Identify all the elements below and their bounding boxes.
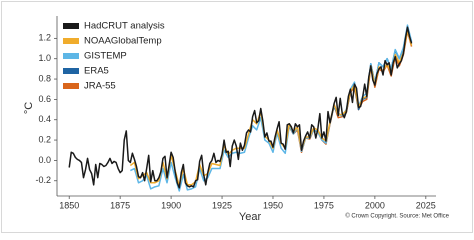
y-tick-label: 1.0 [38, 53, 51, 63]
series-line [68, 26, 413, 189]
legend-label: HadCRUT analysis [84, 21, 165, 32]
frame [1, 1, 473, 233]
y-tick-label: 0.2 [38, 134, 51, 144]
y-tick-label: 0.6 [38, 94, 51, 104]
x-axis-label: Year [239, 211, 262, 223]
legend-swatch [63, 83, 79, 89]
x-tick-label: 1900 [161, 200, 181, 210]
x-tick-label: 2000 [365, 200, 385, 210]
legend-swatch [63, 23, 79, 29]
x-tick-label: 1875 [110, 200, 130, 210]
legend-swatch [63, 38, 79, 44]
x-tick-label: 2025 [416, 200, 436, 210]
x-tick-label: 1850 [59, 200, 79, 210]
chart: °C Year © Crown Copyright. Source: Met O… [1, 1, 473, 233]
y-axis-label: °C [23, 102, 35, 114]
x-tick-label: 1925 [212, 200, 232, 210]
credit: © Crown Copyright. Source: Met Office [345, 213, 449, 220]
x-tick-label: 1950 [263, 200, 283, 210]
legend-label: NOAAGlobalTemp [84, 36, 162, 47]
x-tick-label: 1975 [314, 200, 334, 210]
y-tick-label: 1.2 [38, 33, 51, 43]
y-tick-label: -0.2 [35, 175, 51, 185]
legend-label: ERA5 [84, 66, 109, 77]
legend-label: JRA-55 [84, 81, 116, 92]
y-tick-label: 0.0 [38, 155, 51, 165]
series-line [129, 29, 413, 187]
legend-swatch [63, 68, 79, 74]
y-tick-label: 0.4 [38, 114, 51, 124]
page: °C Year © Crown Copyright. Source: Met O… [0, 0, 474, 234]
legend-swatch [63, 53, 79, 59]
y-tick-label: 0.8 [38, 73, 51, 83]
legend-label: GISTEMP [84, 51, 127, 62]
